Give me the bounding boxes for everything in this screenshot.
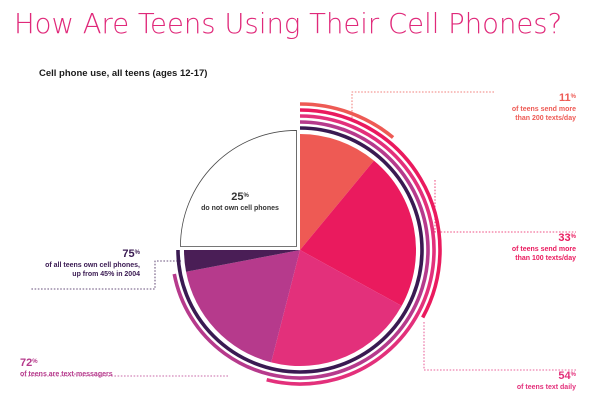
annotation-11: 11% of teens send more than 200 texts/day	[512, 92, 577, 122]
arc-72	[172, 120, 430, 380]
annotation-number: 72%	[20, 357, 38, 369]
leader-line-75	[30, 260, 181, 290]
annotation-number: 75%	[122, 248, 140, 260]
annotation-54: 54% of teens text daily	[517, 370, 577, 391]
pie-slices	[180, 130, 416, 367]
pie-slice-25	[180, 130, 297, 247]
annotation-text: of teens are text-messagers	[20, 371, 113, 378]
annotation-labels: 11% of teens send more than 200 texts/day 3…	[20, 92, 577, 391]
pie-slice-11	[300, 134, 374, 250]
pie-slice-21	[271, 250, 402, 367]
leader-lines	[20, 91, 576, 377]
annotation-text: of teens send more	[512, 106, 576, 113]
annotation-number: 25%	[231, 191, 249, 203]
annotation-75: 75% of all teens own cell phones, up from …	[45, 248, 141, 278]
chart-title: How Are Teens Using Their Cell Phones?	[14, 8, 562, 40]
annotation-text: up from 45% in 2004	[72, 271, 140, 278]
arc-75	[176, 126, 424, 374]
chart-subtitle: Cell phone use, all teens (ages 12-17)	[39, 68, 207, 79]
pie-slice-3	[183, 250, 300, 272]
annotation-number: 33%	[558, 232, 576, 244]
leader-line-33	[434, 180, 576, 233]
annotation-25: 25% do not own cell phones	[201, 191, 279, 212]
annotation-text: than 200 texts/day	[515, 115, 576, 122]
annotation-number: 11%	[559, 92, 577, 104]
annotation-text: of teens text daily	[517, 384, 576, 391]
annotation-text: do not own cell phones	[201, 205, 279, 212]
arc-11	[299, 102, 395, 139]
cumulative-arcs	[172, 102, 442, 386]
annotation-33: 33% of teens send more than 100 texts/day	[512, 232, 577, 262]
annotation-text: than 100 texts/day	[515, 255, 576, 262]
arc-33	[299, 108, 442, 319]
annotation-number: 54%	[558, 370, 576, 382]
leader-line-11	[351, 91, 494, 118]
annotation-text: of teens send more	[512, 246, 576, 253]
pie-slice-22	[300, 160, 416, 306]
annotation-text: of all teens own cell phones,	[45, 262, 140, 269]
leader-line-54	[423, 322, 576, 371]
pie-slice-18	[186, 250, 300, 363]
annotation-72: 72% of teens are text-messagers	[20, 357, 113, 378]
arc-54	[266, 114, 436, 386]
